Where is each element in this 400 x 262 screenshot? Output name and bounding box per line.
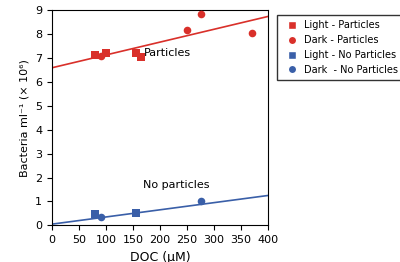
Point <box>249 31 255 35</box>
Point <box>98 215 104 220</box>
Y-axis label: Bacteria ml⁻¹ (× 10⁶): Bacteria ml⁻¹ (× 10⁶) <box>20 59 30 177</box>
Text: Particles: Particles <box>144 48 191 58</box>
Point <box>132 51 139 56</box>
X-axis label: DOC (μM): DOC (μM) <box>130 250 190 262</box>
Point <box>138 55 144 59</box>
Legend: Light - Particles, Dark - Particles, Light - No Particles, Dark  - No Particles: Light - Particles, Dark - Particles, Lig… <box>277 15 400 80</box>
Point <box>132 211 139 215</box>
Text: No particles: No particles <box>143 180 209 190</box>
Point <box>98 54 104 58</box>
Point <box>103 51 109 56</box>
Point <box>184 28 190 32</box>
Point <box>92 53 98 57</box>
Point <box>197 199 204 203</box>
Point <box>197 12 204 16</box>
Point <box>92 212 98 216</box>
